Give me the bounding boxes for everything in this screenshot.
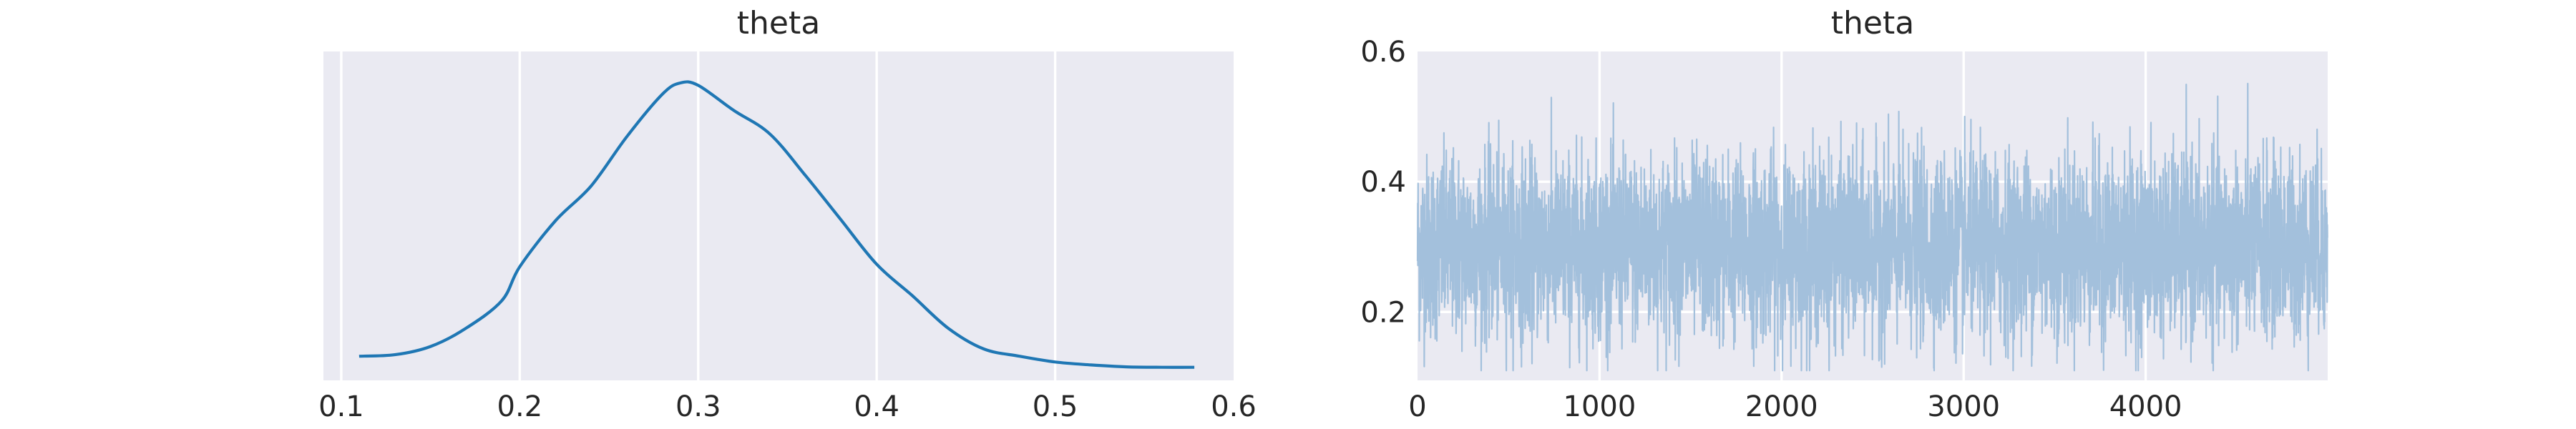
density-x-tick-label: 0.2 [497, 390, 543, 423]
density-panel: 0.1 0.2 0.3 0.4 0.5 0.6 theta [318, 5, 1257, 423]
trace-x-tick-label: 3000 [1927, 390, 2000, 423]
density-title: theta [737, 5, 820, 41]
trace-panel: 0 1000 2000 3000 4000 0.2 0.4 0.6 theta [1360, 5, 2328, 423]
trace-x-tick-label: 4000 [2109, 390, 2182, 423]
density-curve [358, 80, 1195, 369]
density-x-tick-label: 0.6 [1211, 390, 1257, 423]
density-x-tick-label: 0.3 [675, 390, 721, 423]
trace-y-tick-label: 0.6 [1360, 36, 1406, 69]
density-series [358, 80, 1195, 369]
trace-x-tick-label: 0 [1408, 390, 1426, 423]
trace-y-tick-label: 0.2 [1360, 296, 1406, 329]
trace-y-tick-label: 0.4 [1360, 166, 1406, 199]
density-x-tick-label: 0.4 [854, 390, 899, 423]
trace-line [1416, 82, 2328, 372]
trace-y-tick-labels: 0.2 0.4 0.6 [1360, 36, 1406, 329]
density-x-tick-label: 0.5 [1033, 390, 1078, 423]
density-x-grid [340, 51, 1057, 380]
density-x-tick-label: 0.1 [318, 390, 364, 423]
trace-x-tick-label: 2000 [1745, 390, 1818, 423]
density-plot-area [323, 51, 1234, 380]
trace-series [1416, 82, 2328, 372]
trace-x-tick-label: 1000 [1563, 390, 1636, 423]
density-x-tick-labels: 0.1 0.2 0.3 0.4 0.5 0.6 [318, 390, 1257, 423]
trace-title: theta [1831, 5, 1914, 41]
trace-x-tick-labels: 0 1000 2000 3000 4000 [1408, 390, 2182, 423]
